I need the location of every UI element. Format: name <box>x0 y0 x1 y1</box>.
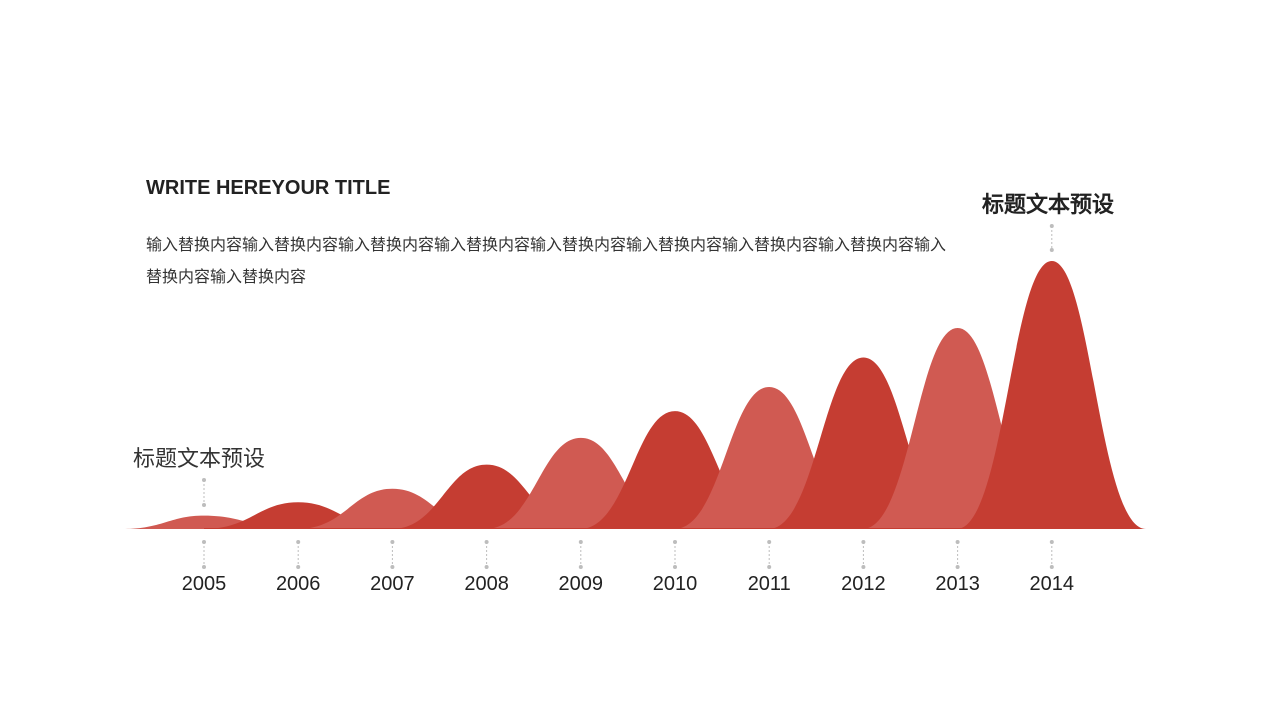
year-tick-2007 <box>390 540 395 569</box>
year-tick-2011 <box>767 540 772 569</box>
year-label-2009: 2009 <box>559 573 604 595</box>
chart-peaks <box>122 261 1146 529</box>
year-tick-2013 <box>955 540 960 569</box>
chart-year-labels: 2005 2006 2007 2008 2009 2010 2011 2012 2013 2014 <box>182 573 1074 595</box>
year-label-2011: 2011 <box>748 573 791 595</box>
annotation-leader-start <box>202 478 206 507</box>
annotation-label-start: 标题文本预设 <box>133 447 266 472</box>
chart-baseline <box>204 528 1052 529</box>
year-tick-2008 <box>484 540 489 569</box>
year-label-2006: 2006 <box>276 573 321 595</box>
annotation-label-peak: 标题文本预设 <box>982 193 1115 218</box>
year-tick-2009 <box>578 540 583 569</box>
year-label-2005: 2005 <box>182 573 227 595</box>
year-label-2008: 2008 <box>464 573 509 595</box>
year-label-2012: 2012 <box>841 573 886 595</box>
slide-title: WRITE HEREYOUR TITLE <box>146 177 391 199</box>
chart-leader-lines <box>202 224 1054 569</box>
year-label-2007: 2007 <box>370 573 415 595</box>
peak-2014 <box>956 261 1146 529</box>
year-tick-2014 <box>1049 540 1054 569</box>
year-label-2014: 2014 <box>1030 573 1075 595</box>
year-tick-2010 <box>673 540 677 569</box>
year-tick-2005 <box>202 540 206 569</box>
year-tick-2006 <box>296 540 301 569</box>
year-label-2010: 2010 <box>653 573 698 595</box>
annotation-leader-peak <box>1049 224 1054 252</box>
slide-body-text: 输入替换内容输入替换内容输入替换内容输入替换内容输入替换内容输入替换内容输入替换… <box>146 235 947 286</box>
year-label-2013: 2013 <box>935 573 980 595</box>
year-tick-2012 <box>861 540 866 569</box>
